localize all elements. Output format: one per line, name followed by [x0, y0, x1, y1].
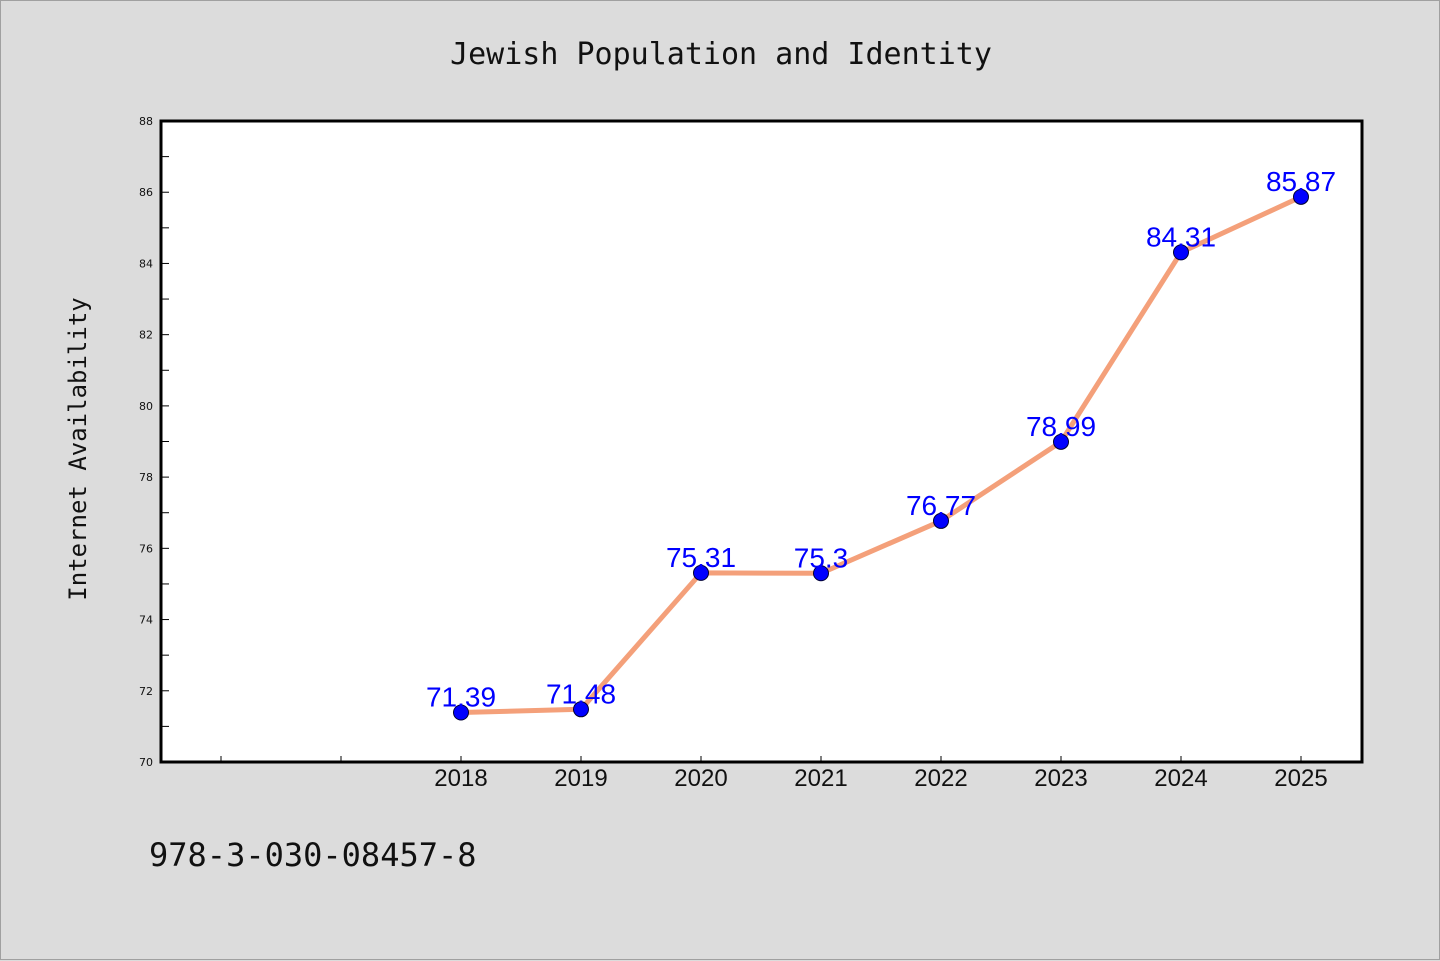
x-tick-label: 2022 [914, 765, 967, 792]
plot-area [159, 119, 1364, 764]
data-point [1053, 433, 1069, 450]
series-layer [453, 188, 1309, 721]
series-line [458, 194, 1304, 716]
x-tick-label: 2025 [1274, 765, 1327, 792]
data-labels: 71.39 71.48 75.31 75.3 76.77 78.99 84.31 85.87 [426, 166, 1336, 713]
data-point [1173, 244, 1189, 261]
y-axis-label: Internet Availability [64, 297, 92, 600]
y-tick-label: 72 [139, 685, 153, 698]
x-tick-label: 2024 [1154, 765, 1207, 792]
x-tick-label: 2019 [554, 765, 607, 792]
data-label: 75.3 [794, 542, 849, 573]
y-tick-label: 74 [139, 614, 153, 627]
x-tick-label: 2021 [794, 765, 847, 792]
y-tick-label: 86 [139, 186, 153, 199]
y-tick-label: 80 [139, 400, 153, 413]
x-tick-label: 2023 [1034, 765, 1087, 792]
isbn-footer: 978-3-030-08457-8 [149, 836, 477, 874]
chart-title: Jewish Population and Identity [450, 37, 992, 72]
data-label: 71.48 [546, 678, 616, 709]
y-axis-ticks: 70 72 74 76 78 80 82 84 86 88 [139, 115, 169, 769]
data-point [453, 704, 469, 721]
data-point [573, 701, 589, 718]
y-tick-label: 88 [139, 115, 153, 128]
x-axis-ticks: 2018 2019 2020 2021 2022 2023 2024 2025 [220, 756, 1328, 792]
data-label: 84.31 [1146, 221, 1216, 252]
data-point [813, 565, 829, 582]
x-tick-label: 2020 [674, 765, 727, 792]
data-point [1293, 188, 1309, 205]
y-tick-label: 82 [139, 329, 153, 342]
data-label: 76.77 [906, 490, 976, 521]
y-tick-label: 84 [139, 257, 153, 270]
x-tick-label: 2018 [434, 765, 487, 792]
y-tick-label: 78 [139, 471, 153, 484]
y-tick-label: 70 [139, 756, 153, 769]
data-label: 78.99 [1026, 411, 1096, 442]
y-tick-label: 76 [139, 542, 153, 555]
data-label: 85.87 [1266, 166, 1336, 197]
data-point [693, 564, 709, 581]
data-label: 75.31 [666, 542, 736, 573]
data-label: 71.39 [426, 682, 496, 713]
data-point [933, 512, 949, 529]
